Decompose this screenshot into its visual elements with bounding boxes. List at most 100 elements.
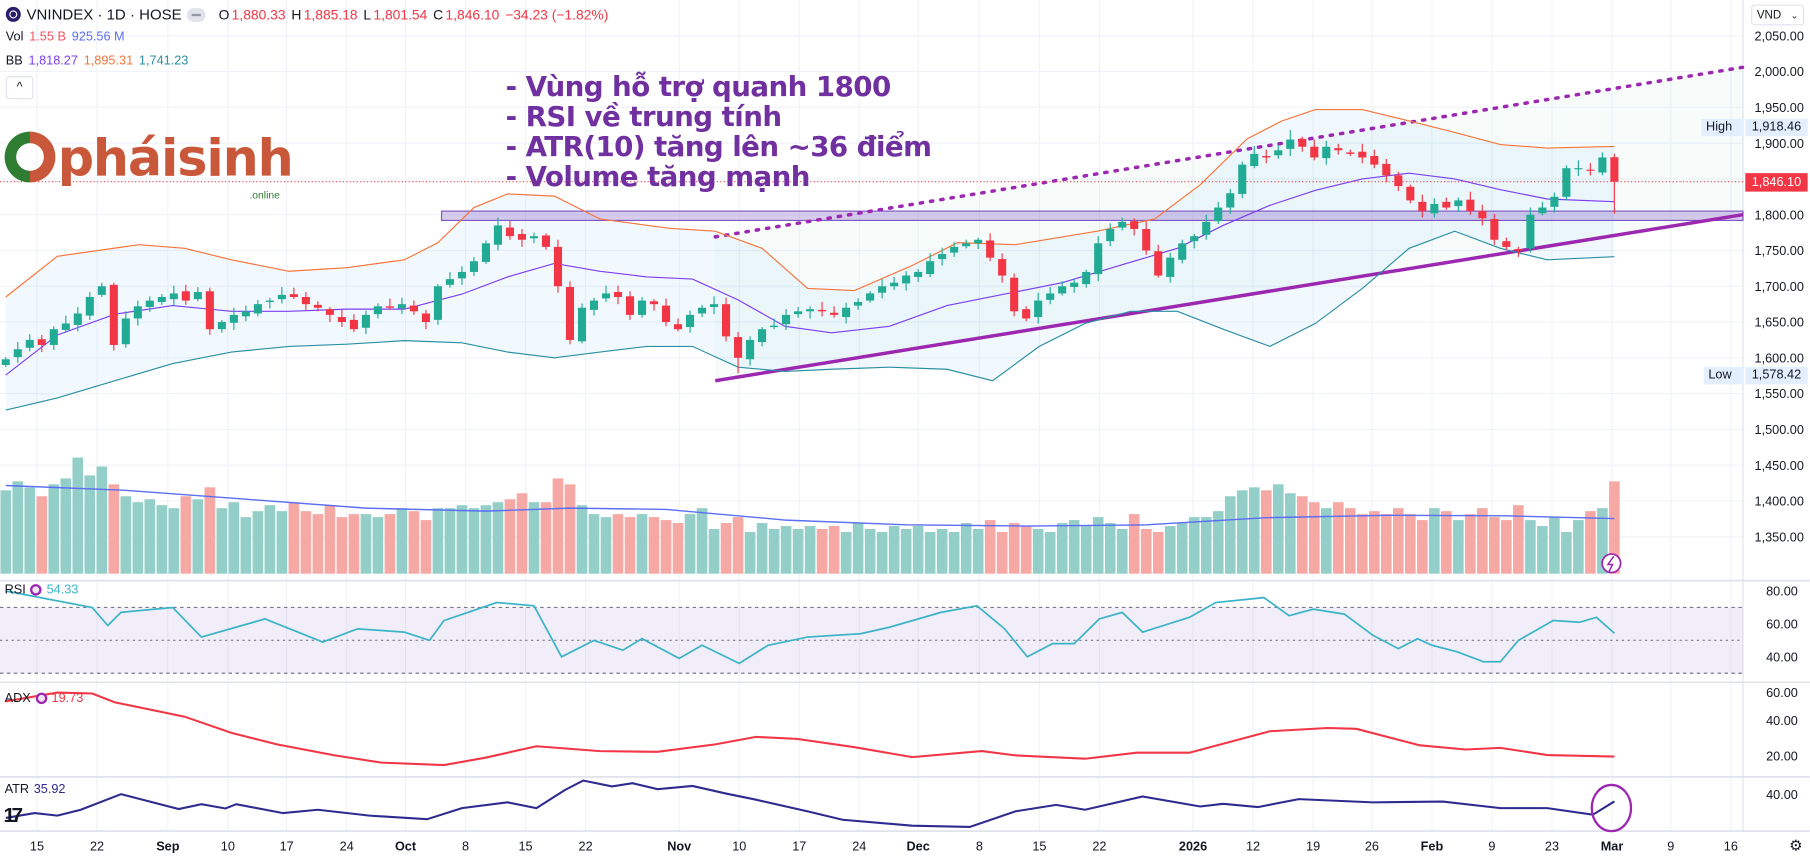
candle-body (1034, 300, 1043, 318)
volume-bar (888, 526, 900, 574)
candle-body (914, 271, 923, 277)
high-label: H (291, 6, 302, 23)
candle-body (1454, 200, 1463, 207)
close-label: C (433, 6, 444, 23)
bollinger-fill (5, 109, 1615, 411)
candle-body (1274, 150, 1283, 156)
price-tick-label: 1,650.00 (1755, 316, 1804, 330)
candle-body (1022, 309, 1031, 319)
candle-body (686, 314, 695, 328)
atr-legend: ATR 35.92 (5, 783, 66, 797)
volume-bar (780, 526, 792, 574)
candle-body (1322, 146, 1331, 159)
volume-bar (1356, 514, 1368, 574)
minimize-icon[interactable] (187, 7, 206, 22)
drawings[interactable] (440, 65, 1745, 383)
indicator-cycle-icon[interactable] (30, 584, 42, 596)
candle-body (974, 239, 983, 244)
price-tick-label: 1,500.00 (1755, 423, 1804, 437)
volume-bar (84, 475, 96, 574)
candle-body (770, 325, 779, 328)
adx-tick-label: 60.00 (1766, 686, 1798, 700)
volume-bar (852, 523, 864, 574)
lightning-icon[interactable] (1601, 553, 1622, 574)
candle-body (61, 323, 70, 330)
volume-bar (132, 502, 144, 574)
high-value: 1,885.18 (303, 6, 358, 23)
bb-lower-value: 1,741.23 (138, 54, 189, 69)
candle-body (121, 318, 130, 345)
date-tick-label: 9 (1667, 840, 1674, 854)
candle-body (1058, 286, 1067, 294)
volume-bar (636, 514, 648, 574)
bb-label[interactable]: BB (5, 54, 23, 69)
volume-bar (1140, 529, 1152, 574)
rsi-label[interactable]: RSI (4, 582, 26, 597)
candle-body (794, 311, 803, 315)
axes: 2,050.00 2,000.00 1,950.00 1,900.00 1,800.00… (30, 29, 1804, 853)
adx-label[interactable]: ADX (4, 691, 31, 706)
tradingview-logo-icon[interactable]: 17 (3, 803, 23, 827)
date-tick-label: 15 (1032, 840, 1046, 854)
candle-body (301, 297, 310, 305)
date-tick-label: 8 (462, 840, 469, 854)
collapse-legend-button[interactable]: ^ (5, 76, 34, 100)
candle-body (698, 307, 707, 314)
date-tick-label: 23 (1545, 840, 1559, 854)
volume-label[interactable]: Vol (5, 30, 24, 44)
volume-bar (336, 517, 348, 574)
volume-bar (288, 502, 300, 574)
symbol-title[interactable]: VNINDEX · 1D · HOSE (26, 5, 182, 24)
volume-bar (936, 529, 948, 574)
adx-tick-label: 20.00 (1766, 750, 1798, 764)
candle-body (1370, 156, 1379, 165)
date-tick-label: 9 (1488, 840, 1495, 854)
candle-body (553, 246, 563, 287)
price-tick-label: 1,550.00 (1755, 387, 1804, 401)
candle-body (1526, 214, 1535, 249)
volume-bar (1332, 502, 1344, 574)
price-tick-label: 1,700.00 (1755, 280, 1804, 294)
candle-body (97, 286, 106, 295)
volume-bar (0, 490, 12, 574)
currency-select[interactable]: VND ⌄ (1751, 4, 1805, 26)
atr-label[interactable]: ATR (4, 782, 30, 797)
logo-arrows-icon (4, 131, 56, 183)
volume-bar (924, 531, 936, 574)
candle-body (1358, 151, 1367, 158)
volume-bar (24, 487, 36, 574)
date-tick-label: 10 (221, 840, 235, 854)
candle-body (1286, 139, 1295, 149)
volume-bar (252, 511, 264, 574)
indicator-cycle-icon[interactable] (35, 692, 47, 705)
bollinger-band-fill (5, 109, 1615, 411)
date-tick-label: 24 (852, 840, 866, 854)
volume-bar (648, 517, 660, 574)
date-tick-label: Nov (667, 840, 691, 854)
volume-bar (1308, 502, 1320, 574)
candle-body (854, 302, 863, 306)
candle-body (1010, 277, 1019, 312)
candle-body (1406, 186, 1415, 201)
gear-icon[interactable]: ⚙ (1789, 836, 1803, 855)
candle-body (637, 300, 647, 315)
rsi-tick-label: 80.00 (1766, 585, 1798, 599)
volume-bar (60, 478, 72, 574)
candle-body (1142, 229, 1151, 251)
price-tick-label: 2,050.00 (1755, 29, 1804, 43)
candle-body (1262, 156, 1271, 158)
candle-body (1442, 201, 1451, 208)
grid (0, 0, 1810, 832)
rsi-tick-label: 40.00 (1766, 650, 1798, 664)
candle-body (433, 286, 442, 320)
candle-body (565, 286, 575, 340)
volume-bar (1104, 523, 1116, 574)
volume-bar (1537, 526, 1548, 574)
candle-body (13, 349, 22, 358)
date-tick-label: Mar (1601, 840, 1624, 854)
chevron-down-icon: ⌄ (1790, 10, 1799, 21)
price-tick-label: 1,400.00 (1755, 495, 1804, 509)
date-tick-label: 2026 (1179, 840, 1207, 854)
